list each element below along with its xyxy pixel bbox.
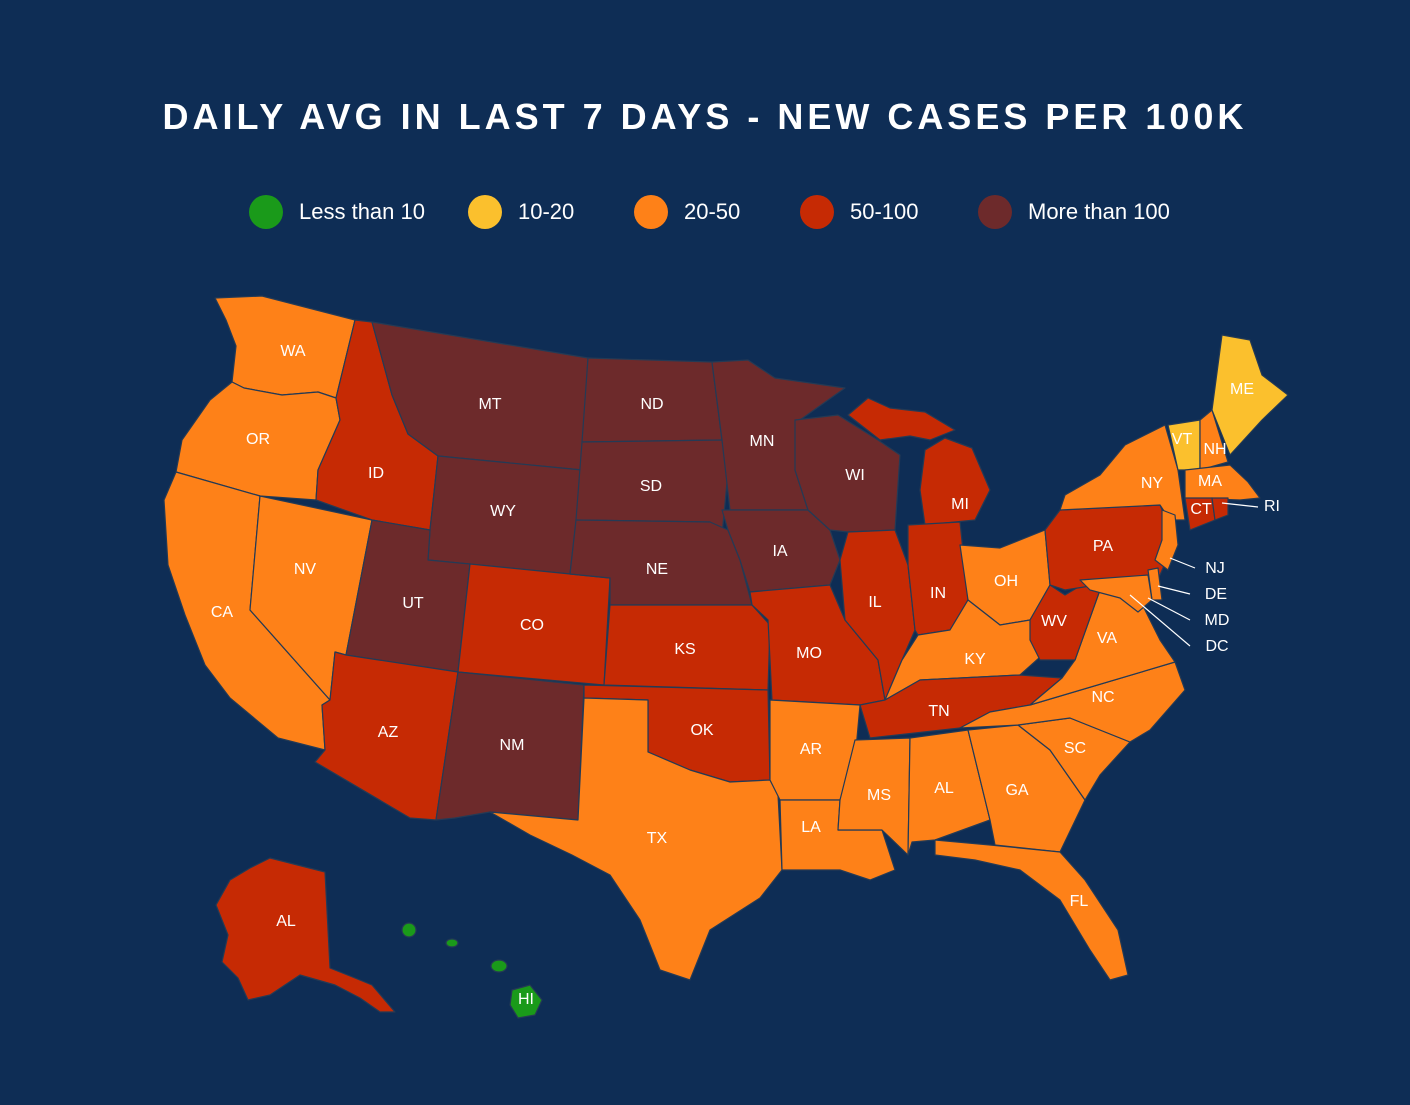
legend-swatch-10-20	[468, 195, 502, 229]
label-WA: WA	[280, 343, 306, 360]
state-ME	[1211, 334, 1289, 456]
legend-label-20-50: 20-50	[684, 199, 741, 224]
label-ME: ME	[1230, 381, 1254, 398]
legend-item-10-20: 10-20	[468, 192, 574, 232]
legend-swatch-less-than-10	[249, 195, 283, 229]
label-LA: LA	[801, 819, 821, 836]
label-PA: PA	[1093, 538, 1113, 555]
label-OR: OR	[246, 431, 270, 448]
leader-RI	[1221, 502, 1259, 508]
label-VT: VT	[1172, 431, 1193, 448]
label-WI: WI	[845, 467, 865, 484]
state-MD	[1079, 574, 1153, 613]
label-MI: MI	[951, 496, 969, 513]
label-ID: ID	[368, 465, 384, 482]
legend-label-50-100: 50-100	[850, 199, 919, 224]
label-IL: IL	[868, 594, 881, 611]
state-UPMI	[847, 397, 956, 441]
state-NJ	[1154, 509, 1179, 571]
label-OK: OK	[690, 722, 713, 739]
state-HI-maui	[490, 959, 508, 973]
legend-label-more-than-100: More than 100	[1028, 199, 1170, 224]
state-NY	[1059, 424, 1186, 521]
label-NV: NV	[294, 561, 317, 578]
state-NH	[1199, 409, 1229, 471]
label-CT: CT	[1190, 501, 1212, 518]
label-NM: NM	[500, 737, 525, 754]
label-AZ: AZ	[378, 724, 399, 741]
legend: Less than 10 10-20 20-50 50-100 More tha…	[0, 192, 1410, 232]
legend-item-50-100: 50-100	[800, 192, 919, 232]
label-SC: SC	[1064, 740, 1086, 757]
label-MO: MO	[796, 645, 822, 662]
label-AL: AL	[934, 780, 954, 797]
label-NJ: NJ	[1205, 560, 1225, 577]
label-DE: DE	[1205, 586, 1227, 603]
label-RI: RI	[1264, 498, 1280, 515]
legend-item-more-than-100: More than 100	[978, 192, 1170, 232]
state-NC	[959, 661, 1186, 743]
label-HI: HI	[518, 991, 534, 1008]
label-NH: NH	[1203, 441, 1226, 458]
label-NC: NC	[1091, 689, 1114, 706]
legend-label-less-than-10: Less than 10	[299, 199, 425, 224]
legend-label-10-20: 10-20	[518, 199, 575, 224]
label-MS: MS	[867, 787, 891, 804]
label-GA: GA	[1005, 782, 1028, 799]
state-FL	[934, 839, 1129, 981]
label-CA: CA	[211, 604, 234, 621]
label-WV: WV	[1041, 613, 1067, 630]
label-KY: KY	[964, 651, 986, 668]
label-IN: IN	[930, 585, 946, 602]
legend-item-less-than-10: Less than 10	[249, 192, 425, 232]
label-CO: CO	[520, 617, 544, 634]
leader-MD	[1147, 597, 1191, 621]
state-HI-big-island	[509, 984, 543, 1019]
label-ND: ND	[640, 396, 663, 413]
legend-swatch-20-50	[634, 195, 668, 229]
label-NE: NE	[646, 561, 668, 578]
leader-DE	[1157, 585, 1191, 595]
legend-swatch-more-than-100	[978, 195, 1012, 229]
label-UT: UT	[402, 595, 424, 612]
legend-item-20-50: 20-50	[634, 192, 740, 232]
state-HI-kauai	[401, 922, 417, 938]
state-KS	[603, 604, 771, 691]
label-TX: TX	[647, 830, 668, 847]
label-FL: FL	[1070, 893, 1089, 910]
label-MT: MT	[478, 396, 501, 413]
state-MI	[919, 437, 991, 526]
label-KS: KS	[674, 641, 695, 658]
label-WY: WY	[490, 503, 516, 520]
leader-DC	[1129, 594, 1191, 647]
label-VA: VA	[1097, 630, 1117, 647]
label-OH: OH	[994, 573, 1018, 590]
label-MN: MN	[750, 433, 775, 450]
state-HI-oahu	[445, 938, 459, 948]
state-TX	[489, 697, 783, 981]
leader-NJ	[1169, 557, 1196, 569]
state-MA	[1184, 464, 1261, 501]
map-title: DAILY AVG IN LAST 7 DAYS - NEW CASES PER…	[162, 96, 1248, 137]
legend-swatch-50-100	[800, 195, 834, 229]
label-AK: AL	[276, 913, 296, 930]
label-TN: TN	[928, 703, 949, 720]
label-DC: DC	[1205, 638, 1228, 655]
state-AK	[215, 857, 396, 1013]
label-SD: SD	[640, 478, 662, 495]
label-AR: AR	[800, 741, 822, 758]
label-MA: MA	[1198, 473, 1222, 490]
label-MD: MD	[1205, 612, 1230, 629]
state-RI	[1211, 497, 1229, 521]
label-NY: NY	[1141, 475, 1164, 492]
label-IA: IA	[772, 543, 787, 560]
